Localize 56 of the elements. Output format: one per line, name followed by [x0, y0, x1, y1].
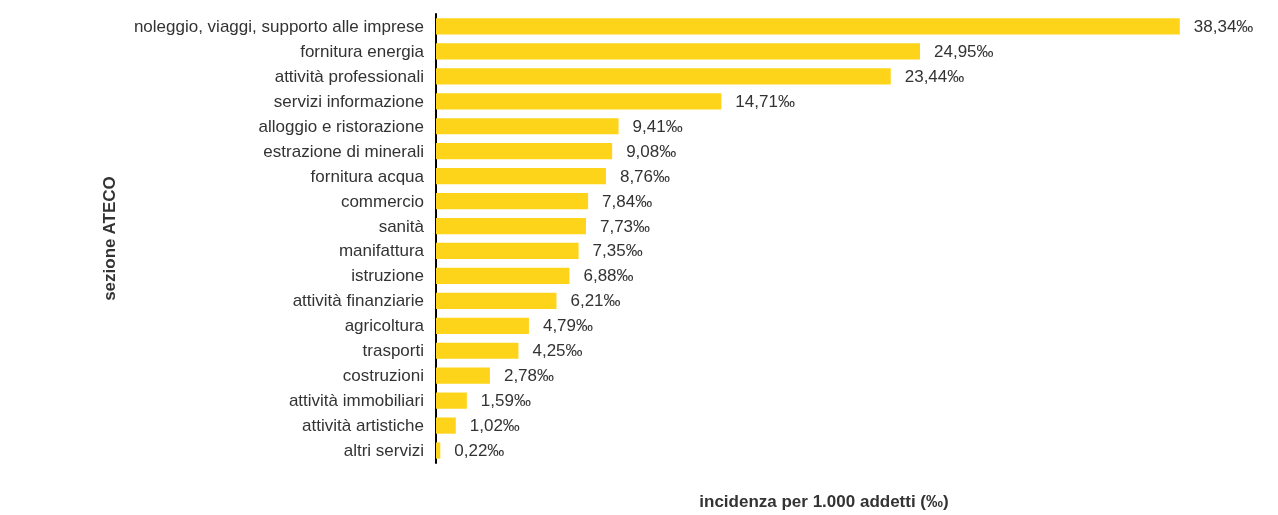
y-tick-label: fornitura acqua — [310, 166, 425, 186]
data-label: 23,44‰ — [904, 66, 965, 86]
y-tick-label: attività immobiliari — [288, 391, 424, 411]
bar — [436, 93, 722, 110]
y-tick-label: sanità — [378, 216, 425, 236]
x-axis-title: incidenza per 1.000 addetti (‰) — [699, 492, 949, 511]
y-tick-label: noleggio, viaggi, supporto alle imprese — [133, 16, 424, 36]
data-label: 14,71‰ — [735, 91, 795, 111]
bar — [436, 292, 557, 309]
data-label: 6,21‰ — [570, 291, 621, 311]
y-tick-label: costruzioni — [342, 366, 424, 386]
bar — [436, 367, 490, 384]
bar — [436, 192, 589, 210]
bar — [436, 217, 586, 235]
data-label: 7,35‰ — [592, 241, 643, 261]
bar — [436, 143, 613, 160]
y-tick-label: manifattura — [338, 241, 425, 261]
bar — [436, 118, 619, 135]
bar — [436, 417, 456, 434]
y-tick-label: trasporti — [362, 341, 424, 361]
bar — [436, 442, 441, 459]
data-label: 0,22‰ — [454, 441, 505, 461]
data-label: 4,79‰ — [542, 316, 594, 336]
y-tick-label: servizi informazione — [273, 91, 424, 111]
bar — [436, 68, 891, 85]
data-label: 2,78‰ — [503, 366, 555, 386]
y-tick-label: estrazione di minerali — [263, 141, 424, 161]
bar — [436, 242, 579, 260]
data-label: 7,84‰ — [602, 191, 653, 211]
bar — [436, 168, 606, 185]
data-label: 9,08‰ — [626, 141, 677, 161]
y-tick-label: agricoltura — [344, 316, 425, 336]
data-label: 1,02‰ — [469, 416, 520, 436]
y-tick-label: istruzione — [351, 266, 424, 286]
data-label: 9,41‰ — [632, 116, 683, 136]
data-label: 38,34‰ — [1193, 16, 1254, 36]
y-tick-label: attività finanziarie — [292, 291, 424, 311]
y-tick-label: attività professionali — [274, 66, 424, 86]
data-label: 8,76‰ — [619, 166, 671, 186]
bar — [436, 392, 467, 409]
bar — [436, 317, 529, 334]
y-tick-label: fornitura energia — [300, 41, 425, 61]
y-tick-label: commercio — [340, 191, 424, 211]
bar — [436, 342, 519, 359]
bar — [436, 267, 570, 285]
data-label: 1,59‰ — [480, 391, 531, 411]
data-label: 24,95‰ — [934, 41, 994, 61]
bar — [436, 18, 1180, 35]
y-tick-label: alloggio e ristorazione — [258, 116, 424, 136]
data-label: 7,73‰ — [599, 216, 651, 236]
y-tick-label: altri servizi — [343, 441, 424, 461]
y-axis-title: sezione ATECO — [100, 176, 119, 301]
y-tick-label: attività artistiche — [302, 416, 424, 436]
data-label: 6,88‰ — [583, 266, 634, 286]
bar — [436, 43, 921, 60]
data-label: 4,25‰ — [532, 341, 583, 361]
